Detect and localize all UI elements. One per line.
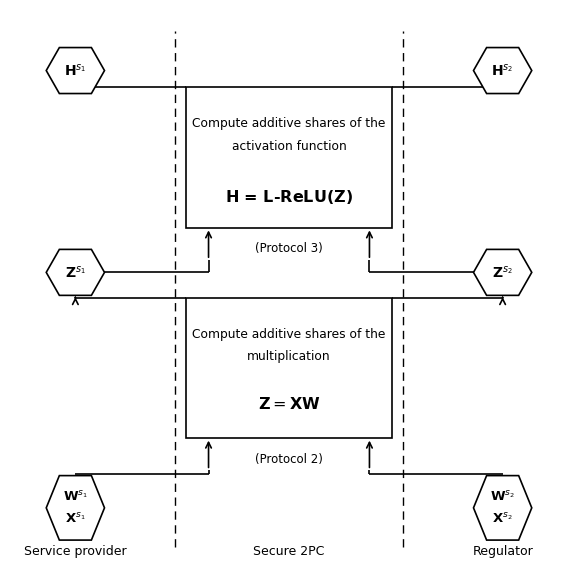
Text: $\mathbf{X}^{s_1}$: $\mathbf{X}^{s_1}$ bbox=[65, 512, 86, 526]
Text: $\mathbf{Z} = \mathbf{XW}$: $\mathbf{Z} = \mathbf{XW}$ bbox=[258, 396, 320, 412]
Text: (Protocol 2): (Protocol 2) bbox=[255, 453, 323, 465]
Polygon shape bbox=[473, 47, 532, 93]
Text: $\mathbf{H}^{s_1}$: $\mathbf{H}^{s_1}$ bbox=[64, 62, 87, 78]
Bar bbox=[186, 298, 392, 438]
Text: Compute additive shares of the: Compute additive shares of the bbox=[192, 328, 386, 340]
Text: (Protocol 3): (Protocol 3) bbox=[255, 242, 323, 255]
Text: $\mathbf{Z}^{s_2}$: $\mathbf{Z}^{s_2}$ bbox=[492, 265, 513, 280]
Text: Compute additive shares of the: Compute additive shares of the bbox=[192, 117, 386, 130]
Text: multiplication: multiplication bbox=[247, 350, 331, 363]
Text: $\mathbf{W}^{s_1}$: $\mathbf{W}^{s_1}$ bbox=[63, 489, 88, 503]
Polygon shape bbox=[473, 249, 532, 296]
Polygon shape bbox=[473, 475, 532, 540]
Text: activation function: activation function bbox=[232, 140, 346, 153]
Text: Service provider: Service provider bbox=[24, 545, 127, 558]
Text: $\mathbf{X}^{s_2}$: $\mathbf{X}^{s_2}$ bbox=[492, 512, 513, 526]
Text: $\mathbf{W}^{s_2}$: $\mathbf{W}^{s_2}$ bbox=[490, 489, 515, 503]
Polygon shape bbox=[46, 475, 105, 540]
Text: $\mathbf{H}^{s_2}$: $\mathbf{H}^{s_2}$ bbox=[491, 62, 514, 78]
Text: $\mathbf{H}$ = L-ReLU($\mathbf{Z}$): $\mathbf{H}$ = L-ReLU($\mathbf{Z}$) bbox=[225, 187, 353, 206]
Text: Secure 2PC: Secure 2PC bbox=[253, 545, 325, 558]
Text: Regulator: Regulator bbox=[472, 545, 533, 558]
Text: $\mathbf{Z}^{s_1}$: $\mathbf{Z}^{s_1}$ bbox=[65, 265, 86, 280]
Polygon shape bbox=[46, 47, 105, 93]
Bar bbox=[186, 88, 392, 228]
Polygon shape bbox=[46, 249, 105, 296]
